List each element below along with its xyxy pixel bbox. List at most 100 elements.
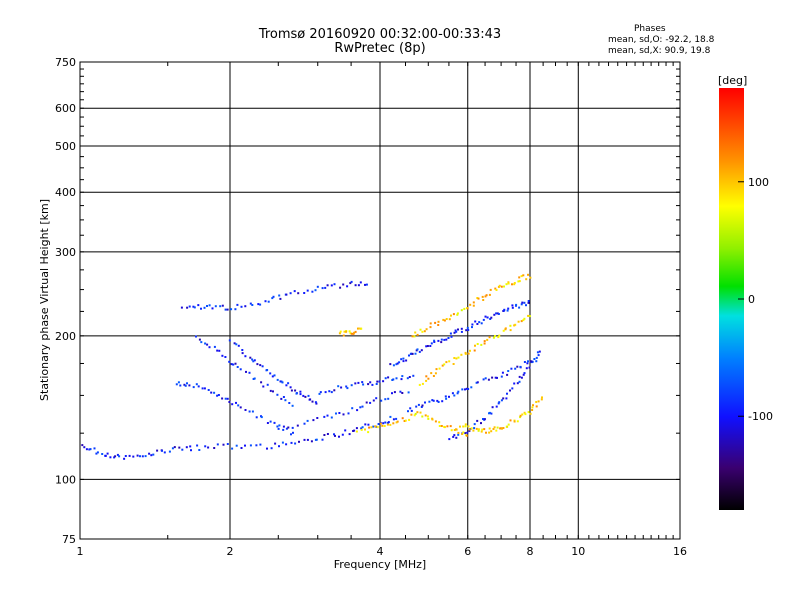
data-point bbox=[537, 400, 540, 403]
data-point bbox=[524, 413, 527, 416]
data-point bbox=[96, 451, 99, 454]
data-point bbox=[338, 412, 341, 414]
data-point bbox=[514, 323, 517, 326]
data-point bbox=[431, 399, 434, 402]
data-point bbox=[274, 442, 277, 445]
data-point bbox=[260, 381, 263, 384]
data-point bbox=[482, 378, 485, 381]
data-point bbox=[478, 321, 481, 324]
data-point bbox=[239, 368, 242, 371]
data-point bbox=[186, 306, 189, 309]
data-point bbox=[357, 381, 360, 384]
data-point bbox=[181, 448, 184, 451]
x-tick-label: 8 bbox=[527, 545, 534, 558]
data-point bbox=[367, 383, 370, 386]
data-point bbox=[522, 274, 525, 277]
data-point bbox=[484, 295, 487, 298]
data-point bbox=[495, 289, 498, 291]
data-point bbox=[382, 422, 385, 425]
data-point bbox=[426, 345, 429, 347]
data-point bbox=[216, 394, 219, 397]
data-point bbox=[433, 341, 436, 343]
data-point bbox=[184, 384, 187, 387]
data-point bbox=[328, 390, 331, 393]
data-point bbox=[463, 307, 466, 310]
data-point bbox=[352, 332, 355, 335]
data-point bbox=[488, 411, 491, 414]
data-point bbox=[449, 332, 452, 335]
data-point bbox=[482, 318, 485, 321]
data-point bbox=[423, 330, 426, 333]
data-point bbox=[340, 386, 343, 389]
data-point bbox=[315, 438, 318, 441]
data-point bbox=[330, 416, 333, 419]
data-point bbox=[408, 418, 411, 421]
data-point bbox=[405, 359, 408, 362]
data-point bbox=[440, 425, 443, 427]
data-point bbox=[492, 336, 495, 339]
data-point bbox=[408, 376, 411, 378]
data-point bbox=[425, 375, 428, 378]
data-point bbox=[221, 354, 224, 357]
x-tick-label: 2 bbox=[227, 545, 234, 558]
data-point bbox=[450, 335, 453, 338]
data-point bbox=[369, 401, 372, 404]
data-point bbox=[381, 424, 384, 427]
data-point bbox=[434, 420, 437, 423]
data-point bbox=[252, 360, 255, 363]
data-point bbox=[257, 303, 260, 306]
data-point bbox=[402, 357, 405, 360]
data-point bbox=[372, 399, 375, 402]
data-point bbox=[531, 406, 534, 409]
y-tick-labels: 75 100 200 300 400 500 600 750 bbox=[55, 56, 76, 546]
data-point bbox=[520, 303, 523, 306]
data-point bbox=[455, 436, 458, 439]
data-point bbox=[486, 338, 489, 341]
data-point bbox=[255, 444, 258, 447]
data-point bbox=[407, 391, 410, 394]
data-point bbox=[519, 416, 522, 419]
data-point bbox=[426, 415, 429, 418]
data-point bbox=[241, 349, 244, 351]
data-point bbox=[453, 331, 456, 334]
data-point bbox=[376, 380, 379, 383]
data-point bbox=[495, 429, 498, 432]
data-point bbox=[527, 300, 530, 302]
y-axis-label: Stationary phase Virtual Height [km] bbox=[38, 199, 51, 401]
data-point bbox=[106, 452, 109, 455]
data-point bbox=[314, 289, 317, 292]
data-point bbox=[306, 438, 309, 441]
data-point bbox=[442, 318, 445, 321]
data-point bbox=[535, 405, 538, 408]
data-point bbox=[506, 309, 509, 312]
data-point bbox=[290, 389, 293, 392]
data-point bbox=[502, 397, 505, 400]
data-point bbox=[228, 401, 231, 403]
data-point bbox=[525, 278, 528, 281]
data-point bbox=[272, 295, 275, 298]
data-point bbox=[303, 292, 306, 294]
data-point bbox=[401, 392, 404, 394]
data-point bbox=[531, 409, 534, 411]
data-point bbox=[319, 391, 322, 394]
data-point bbox=[365, 401, 368, 404]
data-point bbox=[421, 382, 424, 385]
data-point bbox=[367, 431, 370, 434]
data-point bbox=[505, 425, 508, 428]
data-point bbox=[256, 363, 259, 366]
data-point bbox=[464, 423, 467, 426]
data-point bbox=[251, 410, 254, 413]
data-point bbox=[251, 304, 254, 306]
data-point bbox=[269, 389, 272, 392]
data-point bbox=[472, 304, 475, 307]
data-point bbox=[201, 387, 204, 390]
data-point bbox=[148, 452, 151, 455]
data-point bbox=[284, 399, 287, 402]
data-point bbox=[496, 312, 499, 315]
data-point bbox=[292, 431, 294, 434]
data-point bbox=[418, 383, 421, 386]
data-point bbox=[416, 348, 419, 351]
data-point bbox=[399, 390, 402, 393]
data-point bbox=[507, 307, 510, 310]
data-point bbox=[206, 305, 208, 307]
